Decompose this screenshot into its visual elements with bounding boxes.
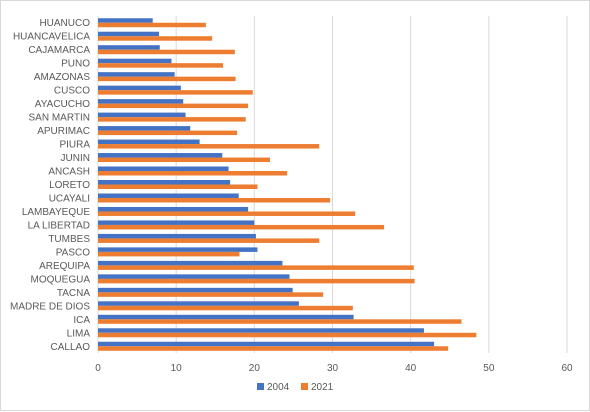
bar-2004-ayacucho <box>98 99 184 104</box>
category-label: ICA <box>73 315 90 326</box>
bar-2004-arequipa <box>98 260 283 266</box>
bar-2021-callao <box>98 346 449 351</box>
bar-2021-ucayali <box>98 197 331 203</box>
x-tick-label: 0 <box>95 363 101 374</box>
x-tick-label: 60 <box>561 363 573 374</box>
bar-2021-tumbes <box>98 238 320 243</box>
category-label: LORETO <box>49 180 90 191</box>
bar-2004-piura <box>98 139 200 145</box>
bar-2004-tumbes <box>98 233 256 239</box>
bar-2004-moquegua <box>98 274 290 279</box>
bar-2021-huanuco <box>98 22 206 28</box>
legend-swatch-2021 <box>301 383 308 390</box>
bar-2021-loreto <box>98 184 258 189</box>
category-label: UCAYALI <box>49 193 90 204</box>
bar-2021-lambayeque <box>98 211 356 216</box>
bar-2004-apurimac <box>98 126 191 131</box>
category-label: JUNIN <box>61 153 90 164</box>
bar-2004-ica <box>98 314 354 320</box>
bar-2004-tacna <box>98 287 293 293</box>
bar-2021-amazonas <box>98 76 236 82</box>
category-label: CALLAO <box>51 342 91 353</box>
category-label: AMAZONAS <box>34 72 90 83</box>
bar-2004-madre-de-dios <box>98 301 299 306</box>
bar-2004-puno <box>98 58 172 64</box>
bar-2021-ancash <box>98 171 288 176</box>
category-label: CAJAMARCA <box>28 45 90 56</box>
legend-swatch-2004 <box>257 383 264 390</box>
category-label: APURIMAC <box>37 126 90 137</box>
bar-2021-piura <box>98 144 320 149</box>
bar-2004-pasco <box>98 247 258 252</box>
bar-2004-cajamarca <box>98 45 160 50</box>
bar-2021-san-martin <box>98 117 246 122</box>
bar-2021-tacna <box>98 292 324 297</box>
bar-2004-callao <box>98 341 435 347</box>
category-label: LA LIBERTAD <box>28 220 90 231</box>
category-label: TUMBES <box>48 234 90 245</box>
bar-2004-cusco <box>98 85 181 91</box>
bar-2021-la-libertad <box>98 224 385 230</box>
category-label: MOQUEGUA <box>31 274 91 285</box>
category-label: MADRE DE DIOS <box>10 301 90 312</box>
bar-2021-huancavelica <box>98 36 213 41</box>
bar-2021-ayacucho <box>98 103 249 109</box>
category-label: ANCASH <box>48 167 90 178</box>
bar-2021-moquegua <box>98 278 415 284</box>
bar-2004-ancash <box>98 166 229 172</box>
bar-2021-puno <box>98 63 224 68</box>
bar-2021-lima <box>98 332 477 338</box>
bar-2004-lima <box>98 328 424 333</box>
bar-2021-apurimac <box>98 130 238 136</box>
category-label: SAN MARTIN <box>29 113 91 124</box>
bar-2021-madre-de-dios <box>98 305 353 311</box>
bar-2004-amazonas <box>98 72 175 77</box>
bar-2004-huanuco <box>98 18 153 23</box>
category-label: AYACUCHO <box>35 99 90 110</box>
category-label: PIURA <box>59 140 90 151</box>
category-label: LIMA <box>67 328 91 339</box>
bar-2021-junin <box>98 157 270 163</box>
bar-2021-ica <box>98 319 462 324</box>
x-tick-label: 10 <box>171 363 183 374</box>
bar-2021-pasco <box>98 251 240 257</box>
category-label: LAMBAYEQUE <box>22 207 90 218</box>
bar-2004-lambayeque <box>98 206 249 212</box>
x-tick-label: 20 <box>249 363 261 374</box>
category-label: TACNA <box>57 288 90 299</box>
bar-2004-ucayali <box>98 193 239 198</box>
x-tick-label: 30 <box>327 363 339 374</box>
category-label: HUANCAVELICA <box>13 32 90 43</box>
category-label: PUNO <box>61 59 90 70</box>
legend-label-2004: 2004 <box>267 382 290 393</box>
legend-label-2021: 2021 <box>311 382 334 393</box>
bar-2004-san-martin <box>98 112 186 118</box>
category-label: CUSCO <box>54 86 90 97</box>
x-tick-label: 50 <box>483 363 495 374</box>
bar-2021-arequipa <box>98 265 414 270</box>
bar-2021-cajamarca <box>98 49 235 55</box>
bar-2021-cusco <box>98 90 253 95</box>
x-tick-label: 40 <box>405 363 417 374</box>
bar-2004-junin <box>98 153 223 158</box>
category-label: PASCO <box>56 247 90 258</box>
bar-2004-loreto <box>98 180 231 185</box>
category-label: AREQUIPA <box>39 261 90 272</box>
bar-2004-la-libertad <box>98 220 255 225</box>
category-label: HUANUCO <box>39 18 90 29</box>
bar-2004-huancavelica <box>98 31 159 37</box>
